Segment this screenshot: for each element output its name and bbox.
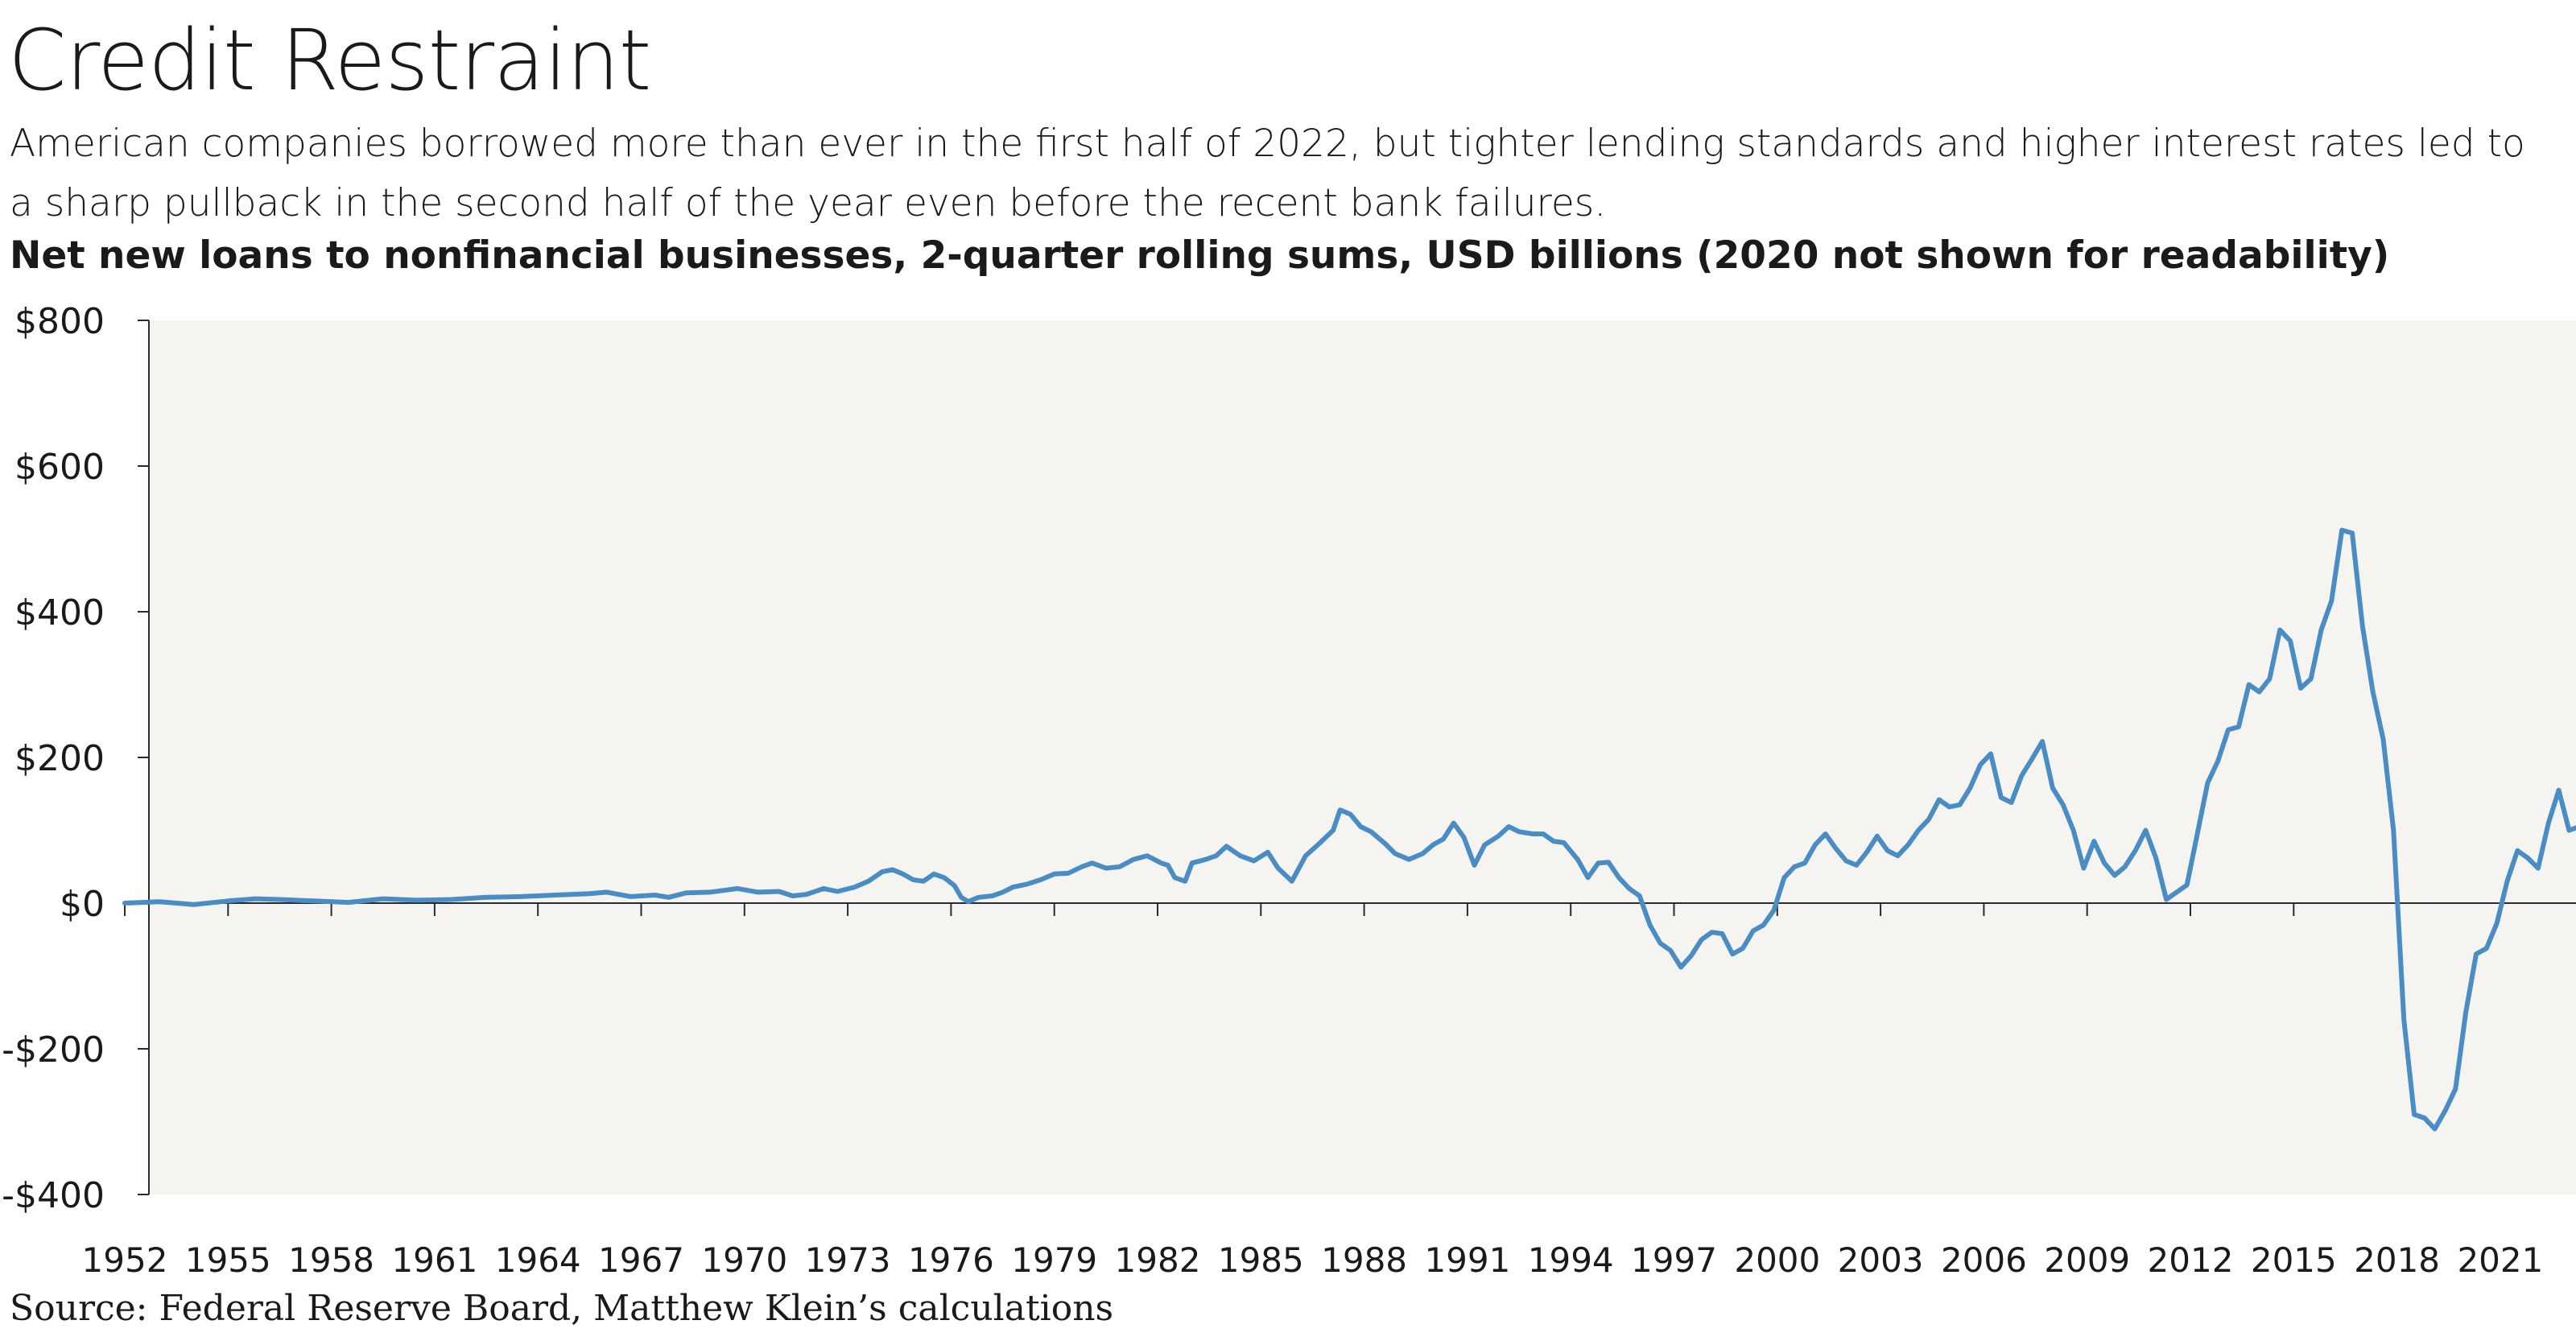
x-tick-label: 1997 [1631, 1240, 1717, 1280]
y-tick-label: $800 [14, 301, 105, 342]
x-tick-label: 2000 [1734, 1240, 1820, 1280]
x-tick-label: 2006 [1941, 1240, 2027, 1280]
y-tick-label: -$400 [2, 1175, 105, 1216]
x-tick-label: 2003 [1838, 1240, 1924, 1280]
x-tick-label: 1961 [391, 1240, 477, 1280]
y-axis: -$400 -$200 $0 $200 $400 $600 $800 [2, 301, 150, 1216]
source-note: Source: Federal Reserve Board, Matthew K… [10, 1288, 1114, 1329]
page-title: Credit Restraint [8, 11, 651, 109]
x-tick-label: 1985 [1218, 1240, 1304, 1280]
x-tick-label: 1952 [82, 1240, 168, 1280]
x-tick-label: 1967 [598, 1240, 684, 1280]
x-tick-label: 2009 [2044, 1240, 2130, 1280]
x-tick-label: 2012 [2148, 1240, 2234, 1280]
y-tick-label: $400 [14, 592, 105, 633]
x-tick-label: 1970 [701, 1240, 787, 1280]
x-tick-label: 1979 [1011, 1240, 1097, 1280]
x-tick-label: 1973 [805, 1240, 891, 1280]
series-line-segment [122, 527, 2576, 1132]
x-axis: 1952 1955 1958 1961 1964 1967 1970 1973 1976 1979… [82, 902, 2576, 1280]
y-tick-label: $200 [14, 738, 105, 779]
plot-area [149, 320, 2576, 1195]
chart-title: Net new loans to nonfinancial businesses… [10, 233, 2390, 278]
page-subtitle: American companies borrowed more than ev… [10, 122, 2525, 225]
x-tick-label: 2018 [2354, 1240, 2440, 1280]
x-tick-label: 1994 [1528, 1240, 1614, 1280]
x-tick-label: 1988 [1321, 1240, 1407, 1280]
x-tick-label: 1958 [288, 1240, 374, 1280]
y-tick-label: $600 [14, 447, 105, 488]
y-tick-label: $0 [60, 884, 105, 925]
x-tick-label: 2015 [2251, 1240, 2337, 1280]
x-tick-label: 1955 [185, 1240, 271, 1280]
x-tick-label: 1964 [495, 1240, 581, 1280]
x-tick-label: 2021 [2457, 1240, 2543, 1280]
x-tick-label: 1991 [1424, 1240, 1510, 1280]
y-tick-label: -$200 [2, 1029, 105, 1071]
series-group [122, 527, 2576, 1132]
x-tick-label: 1982 [1115, 1240, 1201, 1280]
x-tick-label: 1976 [908, 1240, 994, 1280]
